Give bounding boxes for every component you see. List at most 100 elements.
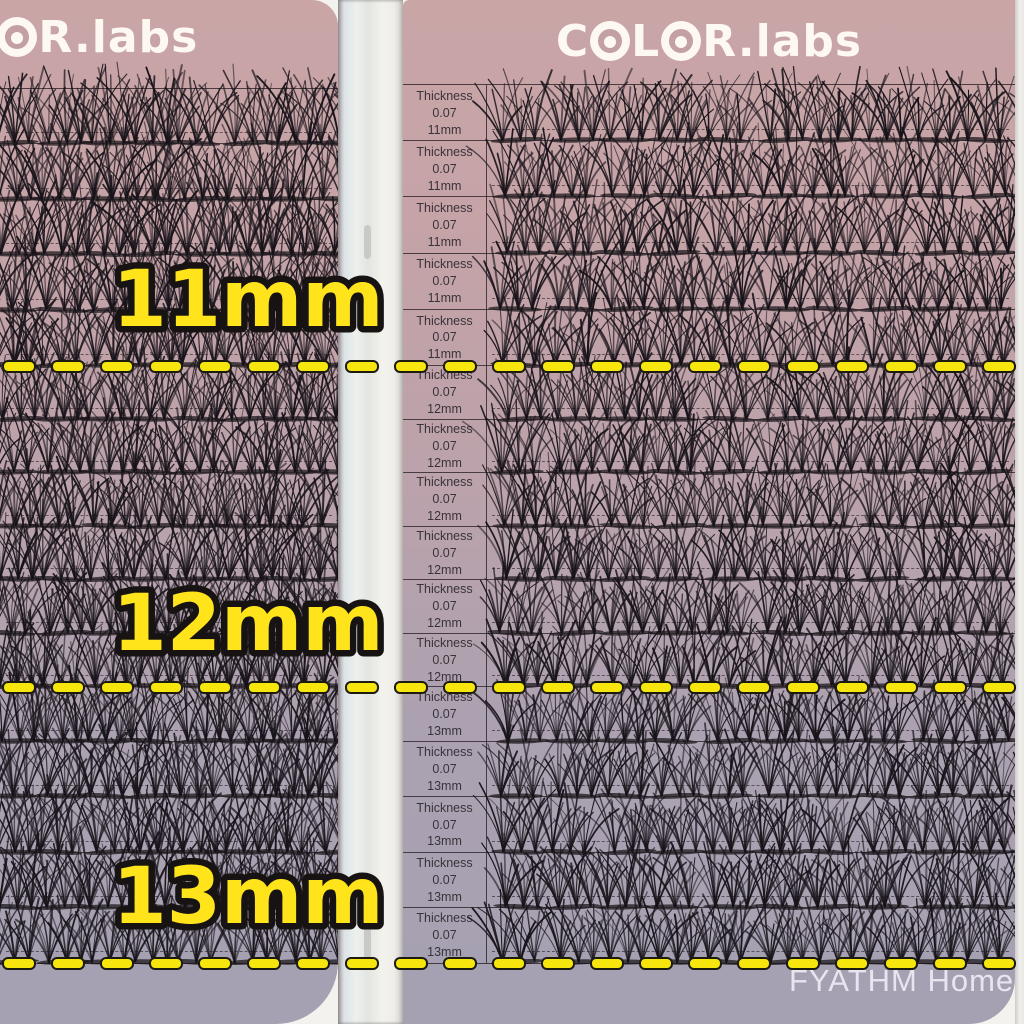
lash-row: Thickness 0.07 11mm (403, 176, 1024, 256)
lash-cluster (61, 120, 156, 202)
row-size-label: Thickness 0.07 11mm (403, 309, 487, 366)
row-size-label: Thickness 0.07 13mm (403, 907, 487, 963)
lash-cluster (735, 183, 827, 256)
lash-cluster (891, 451, 984, 529)
yellow-dash (688, 957, 722, 970)
size-annotation-text: 13mm (112, 852, 383, 942)
lash-cluster (56, 395, 161, 475)
length-text: 13mm (427, 889, 462, 904)
thickness-text: Thickness 0.07 (416, 475, 473, 507)
lash-cluster (679, 72, 773, 144)
lash-cluster (62, 892, 157, 965)
yellow-dash (737, 957, 771, 970)
lash-cluster (790, 781, 880, 855)
yellow-dash (394, 957, 428, 970)
yellow-dash (639, 360, 673, 373)
lash-cluster (461, 399, 555, 475)
yellow-dash (835, 681, 869, 694)
lash-cluster (852, 779, 941, 855)
size-annotation-text: 11mm (112, 255, 383, 345)
lash-strip (486, 176, 1024, 256)
length-text: 13mm (427, 834, 462, 849)
row-size-label: Thickness 0.07 12mm (403, 473, 487, 527)
lash-band-line (492, 514, 1009, 516)
lash-cluster (534, 69, 629, 143)
lash-row: Thickness 0.07 12mm (403, 398, 1024, 475)
lash-cluster (194, 341, 288, 422)
yellow-dash (492, 681, 526, 694)
lash-row: Thickness 0.07 13mm (403, 722, 1024, 800)
lash-cluster (519, 125, 609, 199)
lash-cluster (784, 831, 870, 910)
right-lash-tray: C L R.labs Thickness 0.07 11mm Thickness 0.0… (403, 0, 1024, 1024)
lash-cluster (471, 235, 569, 312)
lash-cluster (531, 513, 621, 582)
lash-strip (481, 831, 1024, 910)
eye-o-glyph (0, 17, 38, 57)
lash-cluster (477, 506, 571, 582)
lash-cluster (936, 128, 1024, 200)
thickness-text: Thickness 0.07 (416, 201, 473, 233)
yellow-dash (933, 681, 967, 694)
row-size-label: Thickness 0.07 11mm (403, 253, 487, 310)
lash-band-line (492, 675, 1009, 676)
size-annotation: 12mm (106, 573, 390, 676)
lash-cluster (946, 835, 1024, 910)
lash-cluster (234, 499, 336, 582)
lash-cluster (840, 669, 935, 744)
yellow-dash (345, 957, 379, 970)
row-size-label: Thickness 0.07 13mm (403, 797, 487, 853)
length-text: 11mm (427, 347, 462, 362)
yellow-dash (688, 360, 722, 373)
lash-cluster (740, 122, 831, 200)
lash-row (0, 390, 423, 475)
lash-band-line (492, 353, 1009, 355)
lash-band-line (492, 461, 1009, 462)
thickness-text: Thickness 0.07 (416, 313, 473, 345)
lash-cluster (725, 345, 825, 422)
yellow-dash (247, 681, 281, 694)
length-text: 11mm (427, 234, 462, 249)
lash-cluster (627, 509, 716, 582)
lash-cluster (784, 561, 877, 636)
row-size-label: Thickness 0.07 12mm (403, 419, 487, 473)
lash-cluster (519, 668, 620, 744)
watermark: FYATHM Home (789, 963, 1015, 998)
yellow-dash (149, 681, 183, 694)
lash-cluster (886, 127, 987, 200)
thickness-text: Thickness 0.07 (416, 257, 473, 289)
yellow-dash (198, 360, 232, 373)
lash-strip (477, 722, 1024, 800)
yellow-dash (786, 681, 820, 694)
thickness-text: Thickness 0.07 (416, 88, 473, 120)
case-edge-right (1015, 0, 1024, 1024)
lash-cluster (246, 769, 326, 855)
lash-cluster (932, 400, 1024, 475)
lash-row: Thickness 0.07 13mm (403, 831, 1024, 910)
yellow-dash (443, 360, 477, 373)
length-text: 11mm (427, 178, 462, 193)
yellow-dash (198, 957, 232, 970)
row-size-label: Thickness 0.07 12mm (403, 633, 487, 687)
lash-cluster (150, 346, 244, 422)
lash-cluster (96, 64, 208, 147)
lash-cluster (579, 722, 673, 800)
yellow-dash (345, 360, 379, 373)
length-text: 12mm (427, 562, 462, 577)
yellow-dash (296, 681, 330, 694)
yellow-dash (2, 360, 36, 373)
yellow-dash (541, 681, 575, 694)
lash-cluster (576, 563, 670, 636)
thickness-text: Thickness 0.07 (416, 528, 473, 560)
yellow-dash (51, 957, 85, 970)
thickness-text: Thickness 0.07 (416, 800, 473, 832)
yellow-dash (590, 681, 624, 694)
lash-cluster (842, 122, 925, 200)
row-size-label: Thickness 0.07 11mm (403, 141, 487, 198)
length-text: 13mm (427, 724, 462, 739)
lash-cluster (729, 66, 826, 144)
lash-strip (467, 887, 1024, 965)
eye-o-glyph (661, 21, 702, 61)
lash-band-line (6, 675, 332, 676)
yellow-dash (737, 360, 771, 373)
